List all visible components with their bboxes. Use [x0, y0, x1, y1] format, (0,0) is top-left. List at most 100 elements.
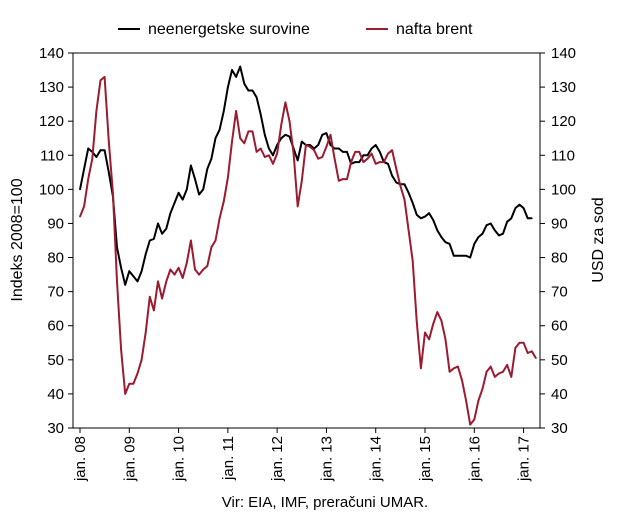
data-point-neenergetske-surovine [194, 178, 196, 180]
data-point-neenergetske-surovine [362, 154, 365, 157]
data-point-nafta-brent [112, 192, 114, 194]
data-point-neenergetske-surovine [346, 151, 348, 153]
data-point-nafta-brent [329, 134, 332, 136]
data-point-neenergetske-surovine [206, 168, 209, 170]
data-point-nafta-brent [276, 152, 278, 155]
data-point-nafta-brent [218, 217, 221, 220]
data-point-nafta-brent [116, 280, 118, 283]
data-point-nafta-brent [366, 157, 369, 160]
data-point-nafta-brent [186, 261, 188, 264]
data-point-neenergetske-surovine [280, 137, 283, 139]
right-tick-label: 130 [551, 79, 576, 96]
data-point-nafta-brent [477, 399, 480, 402]
data-point-nafta-brent [457, 365, 459, 368]
data-point-neenergetske-surovine [309, 144, 311, 146]
data-point-neenergetske-surovine [235, 76, 237, 78]
data-point-neenergetske-surovine [526, 217, 529, 220]
data-point-neenergetske-surovine [284, 134, 287, 136]
data-point-neenergetske-surovine [255, 96, 258, 99]
data-point-neenergetske-surovine [210, 157, 213, 160]
data-point-nafta-brent [354, 151, 357, 153]
data-point-neenergetske-surovine [243, 82, 246, 85]
right-tick-label: 70 [551, 284, 568, 301]
data-point-nafta-brent [198, 273, 200, 276]
data-point-neenergetske-surovine [481, 232, 484, 235]
data-point-nafta-brent [161, 297, 163, 300]
right-axis-title: USD za sod [590, 197, 607, 282]
data-point-neenergetske-surovine [477, 236, 480, 238]
data-point-neenergetske-surovine [407, 192, 410, 194]
data-point-neenergetske-surovine [161, 232, 163, 235]
data-point-neenergetske-surovine [317, 144, 320, 146]
data-point-nafta-brent [181, 277, 184, 279]
left-tick-label: 40 [47, 386, 64, 403]
x-tick-label: jan. 10 [171, 436, 188, 482]
x-tick-label: jan. 09 [121, 436, 138, 482]
data-point-nafta-brent [91, 157, 94, 160]
data-point-nafta-brent [255, 151, 258, 153]
data-point-neenergetske-surovine [510, 217, 513, 220]
data-point-neenergetske-surovine [140, 270, 143, 273]
data-point-neenergetske-surovine [358, 161, 361, 163]
data-point-neenergetske-surovine [124, 284, 126, 286]
data-point-nafta-brent [235, 110, 237, 112]
left-tick-label: 90 [47, 215, 64, 232]
data-point-nafta-brent [149, 296, 151, 298]
data-point-nafta-brent [333, 157, 336, 160]
data-point-neenergetske-surovine [128, 270, 131, 273]
data-point-nafta-brent [506, 364, 508, 366]
data-point-neenergetske-surovine [494, 229, 496, 232]
data-point-nafta-brent [387, 152, 389, 155]
data-point-neenergetske-surovine [403, 183, 406, 186]
x-axis: jan. 08 jan. 09 jan. 10 jan. 11 jan. 12 jan. … [72, 428, 533, 482]
data-point-neenergetske-surovine [247, 89, 250, 92]
data-point-neenergetske-surovine [288, 135, 291, 138]
data-point-neenergetske-surovine [453, 255, 455, 257]
data-point-neenergetske-surovine [448, 243, 451, 245]
left-tick-label: 120 [39, 113, 64, 130]
data-point-nafta-brent [128, 382, 131, 385]
source-note: Vir: EIA, IMF, preračuni UMAR. [222, 494, 428, 511]
data-point-neenergetske-surovine [370, 147, 373, 150]
data-point-neenergetske-surovine [502, 232, 504, 235]
data-point-nafta-brent [317, 157, 320, 160]
data-point-nafta-brent [83, 205, 85, 208]
data-point-nafta-brent [444, 338, 447, 341]
data-point-neenergetske-surovine [379, 151, 381, 153]
data-point-neenergetske-surovine [83, 168, 85, 170]
data-point-nafta-brent [296, 205, 299, 208]
data-point-neenergetske-surovine [264, 134, 266, 136]
data-point-neenergetske-surovine [108, 171, 110, 174]
right-tick-label: 30 [551, 420, 568, 437]
data-point-neenergetske-surovine [416, 214, 418, 216]
right-tick-label: 60 [551, 318, 568, 335]
data-point-nafta-brent [370, 152, 373, 155]
data-point-neenergetske-surovine [411, 202, 414, 204]
data-point-nafta-brent [206, 265, 209, 267]
data-point-neenergetske-surovine [132, 275, 135, 278]
data-point-nafta-brent [108, 140, 110, 143]
data-point-nafta-brent [268, 154, 270, 157]
series-line-nafta-brent [79, 75, 537, 426]
data-point-neenergetske-surovine [387, 163, 389, 165]
data-point-nafta-brent [280, 123, 283, 126]
x-tick-label: jan. 14 [368, 436, 385, 482]
left-tick-label: 50 [47, 352, 64, 369]
data-point-neenergetske-surovine [144, 253, 147, 255]
series-line-neenergetske-surovine [79, 65, 532, 286]
data-point-neenergetske-surovine [374, 144, 377, 146]
data-point-neenergetske-surovine [440, 236, 443, 238]
data-point-nafta-brent [227, 176, 229, 179]
data-point-nafta-brent [379, 161, 381, 163]
data-point-nafta-brent [264, 156, 266, 158]
data-point-nafta-brent [309, 146, 311, 148]
data-point-neenergetske-surovine [457, 255, 459, 257]
data-point-neenergetske-surovine [338, 147, 340, 150]
data-point-neenergetske-surovine [333, 147, 336, 150]
data-point-nafta-brent [531, 350, 533, 353]
data-point-nafta-brent [190, 239, 192, 242]
data-point-neenergetske-surovine [301, 140, 303, 143]
data-point-neenergetske-surovine [99, 149, 102, 151]
data-point-nafta-brent [485, 371, 488, 373]
data-point-nafta-brent [526, 352, 529, 354]
